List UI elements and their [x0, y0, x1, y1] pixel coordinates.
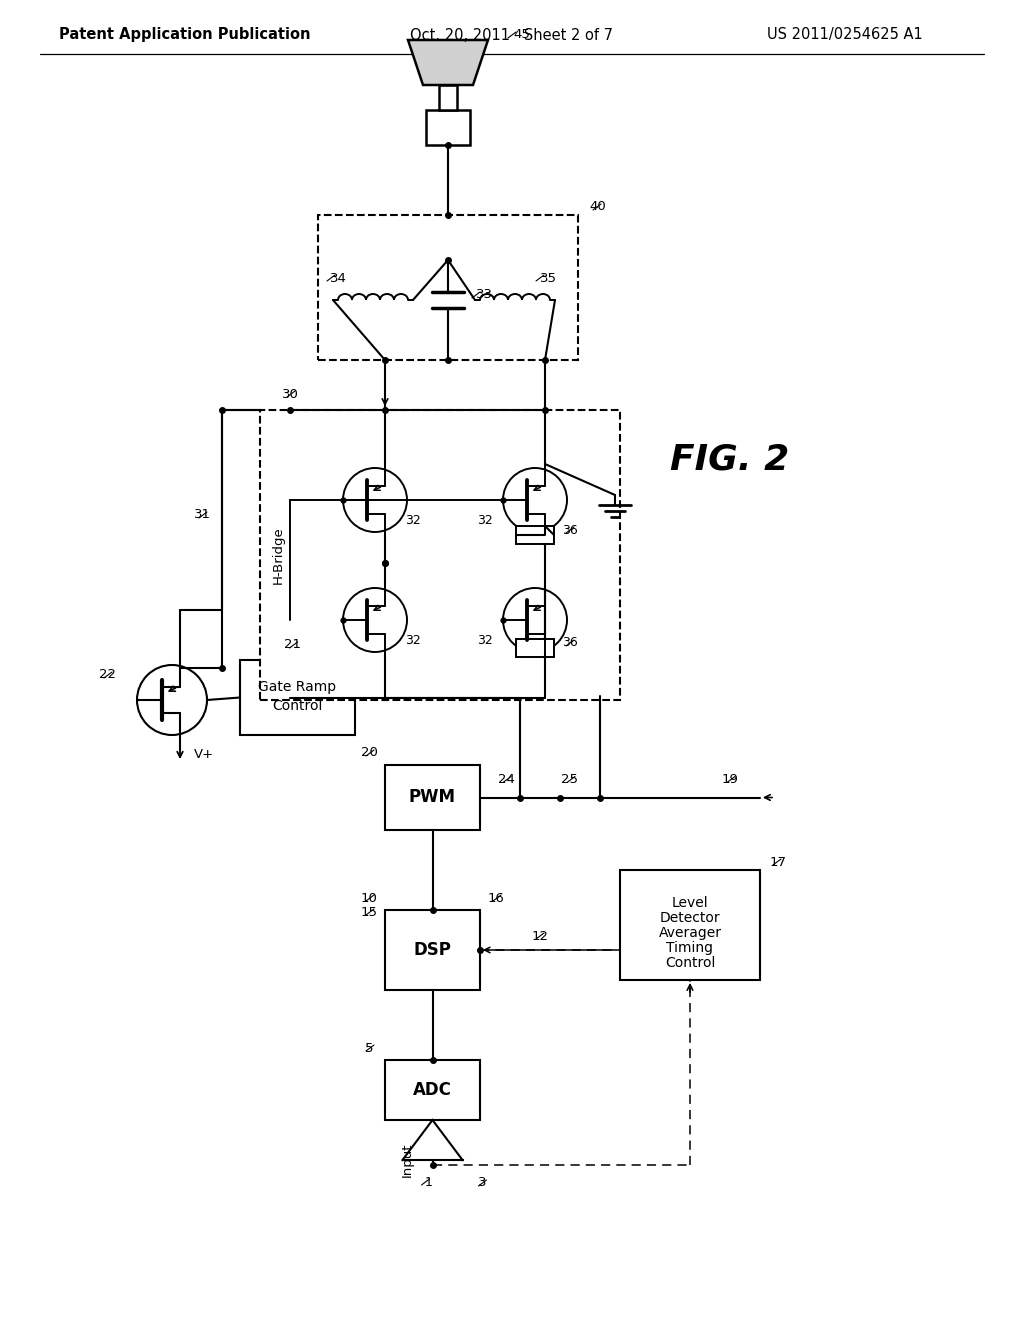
Bar — [240, 660, 355, 735]
Text: 21: 21 — [284, 639, 301, 652]
Bar — [385, 766, 480, 830]
Text: 17: 17 — [769, 855, 786, 869]
Text: 10: 10 — [360, 891, 378, 904]
Text: Detector: Detector — [659, 911, 720, 925]
Text: 36: 36 — [562, 636, 578, 649]
Text: ADC: ADC — [413, 1081, 452, 1100]
Text: 12: 12 — [531, 929, 549, 942]
Text: 24: 24 — [498, 774, 514, 785]
Bar — [385, 909, 480, 990]
Text: 32: 32 — [406, 513, 421, 527]
Bar — [439, 84, 457, 110]
Text: 16: 16 — [487, 891, 505, 904]
Text: Control: Control — [272, 698, 323, 713]
Bar — [516, 639, 554, 657]
Text: 3: 3 — [478, 1176, 486, 1189]
Bar — [260, 411, 620, 700]
Text: 19: 19 — [722, 774, 738, 785]
Text: 20: 20 — [360, 747, 378, 759]
Text: 33: 33 — [476, 289, 493, 301]
Bar — [620, 870, 760, 979]
Text: 1: 1 — [425, 1176, 432, 1189]
Text: Control: Control — [665, 956, 715, 970]
Text: DSP: DSP — [414, 941, 452, 960]
Text: 25: 25 — [561, 774, 579, 785]
Text: FIG. 2: FIG. 2 — [671, 444, 790, 477]
Text: 36: 36 — [562, 524, 578, 536]
Bar — [318, 215, 578, 360]
Text: V+: V+ — [194, 748, 214, 762]
Text: PWM: PWM — [409, 788, 456, 807]
Text: 32: 32 — [477, 634, 493, 647]
Text: Level: Level — [672, 896, 709, 909]
Text: 40: 40 — [590, 201, 606, 214]
Text: 32: 32 — [477, 513, 493, 527]
Text: H-Bridge: H-Bridge — [271, 527, 285, 583]
Polygon shape — [408, 40, 488, 84]
Text: 34: 34 — [330, 272, 347, 285]
Bar — [385, 1060, 480, 1119]
Text: 32: 32 — [406, 634, 421, 647]
Text: 31: 31 — [194, 508, 211, 521]
Text: Gate Ramp: Gate Ramp — [258, 681, 337, 694]
Text: 35: 35 — [540, 272, 557, 285]
Text: Timing: Timing — [667, 941, 714, 954]
Text: 15: 15 — [360, 906, 378, 919]
Text: Averager: Averager — [658, 927, 722, 940]
Text: Oct. 20, 2011   Sheet 2 of 7: Oct. 20, 2011 Sheet 2 of 7 — [411, 28, 613, 42]
Text: 30: 30 — [282, 388, 298, 400]
Text: 45: 45 — [513, 29, 529, 41]
Text: 5: 5 — [365, 1041, 374, 1055]
Text: Patent Application Publication: Patent Application Publication — [59, 28, 310, 42]
Text: US 2011/0254625 A1: US 2011/0254625 A1 — [767, 28, 923, 42]
Bar — [426, 110, 470, 145]
Text: 22: 22 — [98, 668, 116, 681]
Text: Input: Input — [401, 1143, 414, 1177]
Bar — [516, 525, 554, 544]
